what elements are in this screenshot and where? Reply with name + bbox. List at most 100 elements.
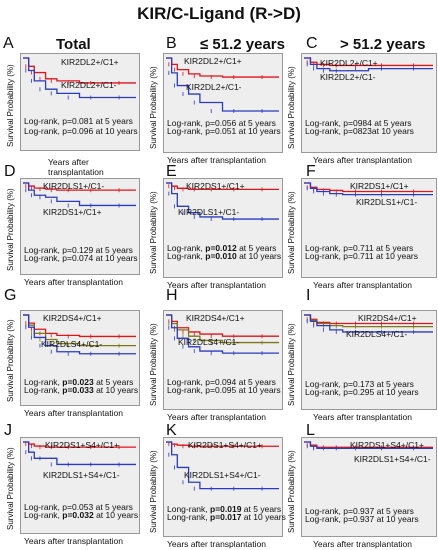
logrank-l-0: Log-rank, p=0.937 at 5 years bbox=[305, 506, 414, 516]
x-axis-label-e: Years after transplantation bbox=[167, 280, 266, 290]
x-axis-label-c: Years after transplantation bbox=[313, 155, 412, 165]
logrank-f-0: Log-rank, p=0.711 at 5 years bbox=[305, 243, 414, 253]
survival-curve-b-blue bbox=[166, 57, 279, 112]
logrank-d-0: Log-rank, p=0.129 at 5 years bbox=[24, 245, 133, 255]
y-axis-label-h: Survival Probability (%) bbox=[149, 323, 158, 406]
group-label-i-1: KIR2DLS4+/C1- bbox=[346, 329, 408, 339]
logrank-a-0: Log-rank, p=0.081 at 5 years bbox=[24, 116, 133, 126]
km-plot-j bbox=[23, 441, 136, 467]
logrank-d-1: Log-rank, p=0.074 at 10 years bbox=[24, 253, 138, 263]
group-label-g-0: KIR2DS4+/C1+ bbox=[43, 313, 102, 323]
column-header-young: ≤ 51.2 years bbox=[200, 36, 285, 53]
y-axis-label-k: Survival Probability (%) bbox=[149, 450, 158, 533]
p-value-j-1: p=0.032 bbox=[62, 510, 94, 520]
panel-letter-l: L bbox=[306, 422, 315, 439]
group-label-d-0: KIR2DLS1+/C1- bbox=[43, 181, 105, 191]
logrank-k-0: Long-rank, p=0.019 at 5 years bbox=[167, 504, 282, 514]
km-plot-g bbox=[23, 314, 136, 356]
group-label-l-1: KIR2DLS1+S4+/C1- bbox=[354, 454, 431, 464]
column-header-old: > 51.2 years bbox=[340, 36, 426, 53]
logrank-c-0: Log-rank, p=0984 at 5 years bbox=[305, 118, 412, 128]
p-value-e-1: p=0.010 bbox=[205, 251, 237, 261]
y-axis-label-j: Survival Probability (%) bbox=[6, 447, 15, 530]
y-axis-label-g: Survival Probability (%) bbox=[6, 319, 15, 402]
group-label-h-0: KIR2DS4+/C1+ bbox=[186, 313, 245, 323]
logrank-k-1: Long-rank, p=0.017 at 10 years bbox=[167, 512, 286, 522]
logrank-h-1: Log-rank, p=0.095 at 10 years bbox=[167, 385, 281, 395]
km-plot-b bbox=[166, 57, 279, 113]
logrank-i-1: Log-rank, p=0.295 at 10 years bbox=[305, 387, 419, 397]
chart-panel-h: KIR2DS4+/C1+ KIR2DLS4+/C1- Log-rank, p=0.0… bbox=[163, 310, 283, 410]
panel-letter-g: G bbox=[4, 287, 17, 304]
survival-curve-e-blue bbox=[166, 182, 279, 220]
y-axis-label-f: Survival Probability (%) bbox=[287, 191, 296, 274]
x-axis-label-f: Years after transplantation bbox=[313, 280, 412, 290]
km-plot-e bbox=[166, 182, 279, 222]
logrank-i-0: Log-rank, p=0.173 at 5 years bbox=[305, 379, 414, 389]
logrank-c-1: Log-rank, p=0823at 10 years bbox=[305, 126, 414, 136]
survival-curve-j-blue bbox=[23, 441, 136, 466]
y-axis-label-c: Survival Probability (%) bbox=[287, 66, 296, 149]
logrank-g-1: Log-rank, p=0.033 at 10 years bbox=[24, 385, 139, 395]
logrank-j-1: Log-rank, p=0.032 at 10 years bbox=[24, 510, 139, 520]
group-label-d-1: KIR2DS1+/C1+ bbox=[43, 207, 102, 217]
panel-letter-h: H bbox=[166, 287, 178, 304]
y-axis-label-e: Survival Probability (%) bbox=[149, 191, 158, 274]
panel-letter-e: E bbox=[166, 163, 177, 180]
km-plot-c bbox=[304, 57, 433, 73]
km-plot-k bbox=[166, 441, 279, 491]
km-plot-d bbox=[23, 182, 136, 208]
logrank-b-0: Log-rank, p=0.056 at 5 years bbox=[167, 118, 276, 128]
logrank-e-1: Log-rank, p=0.010 at 10 years bbox=[167, 251, 282, 261]
km-plot-i bbox=[304, 314, 433, 334]
chart-panel-a: KIR2DL2+/C1+ KIR2DL2+/C1- Log-rank, p=0.08… bbox=[20, 53, 140, 151]
logrank-a-1: Log-rank, p=0.096 at 10 years bbox=[24, 126, 138, 136]
x-axis-label-j: Years after transplantation bbox=[24, 536, 123, 546]
y-axis-label-i: Survival Probability (%) bbox=[287, 323, 296, 406]
p-value-g-0: p=0.023 bbox=[62, 377, 94, 387]
group-label-e-1: KIR2DLS1+/C1- bbox=[178, 207, 240, 217]
survival-curve-d-blue bbox=[23, 182, 136, 207]
chart-panel-c: KIR2DL2+/C1+ KIR2DL2+/C1- Log-rank, p=0984… bbox=[301, 53, 437, 153]
panel-letter-b: B bbox=[166, 35, 177, 52]
logrank-h-0: Log-rank, p=0.094 at 5 years bbox=[167, 377, 276, 387]
p-value-g-1: p=0.033 bbox=[62, 385, 94, 395]
panel-letter-j: J bbox=[4, 422, 12, 439]
chart-panel-l: KIR2DS1+S4+/C1+ KIR2DLS1+S4+/C1- Log-rank,… bbox=[301, 437, 437, 537]
p-value-k-0: p=0.019 bbox=[210, 504, 242, 514]
group-label-k-0: KIR2DS1+S4+/C1+ bbox=[188, 440, 262, 450]
x-axis-label-i: Years after transplantation bbox=[313, 412, 412, 422]
x-axis-label-d: Years after transplantation bbox=[24, 277, 123, 287]
survival-curve-c-blue bbox=[304, 57, 433, 72]
chart-panel-g: KIR2DS4+/C1+ KIR2DLS4+/C1- Log-rank, p=0.0… bbox=[20, 310, 140, 406]
group-label-l-0: KIR2DS1+S4+/C1+ bbox=[350, 440, 424, 450]
km-plot-f bbox=[304, 182, 433, 197]
panel-letter-d: D bbox=[4, 163, 16, 180]
logrank-g-0: Log-rank, p=0.023 at 5 years bbox=[24, 377, 134, 387]
survival-curve-h-blue bbox=[166, 314, 279, 354]
logrank-j-0: Log-rank, p=0.053 at 5 years bbox=[24, 502, 133, 512]
y-axis-label-a: Survival Probability (%) bbox=[6, 64, 15, 147]
group-label-i-0: KIR2DS4+/C1+ bbox=[358, 313, 417, 323]
km-plot-a bbox=[23, 57, 136, 100]
chart-panel-k: KIR2DS1+S4+/C1+ KIR2DLS1+S4+/C1- Long-rank… bbox=[163, 437, 286, 537]
x-axis-label-b: Years after transplantation bbox=[167, 155, 266, 165]
logrank-b-1: Log-rank, p=0.051 at 10 years bbox=[167, 126, 281, 136]
panel-letter-i: I bbox=[306, 287, 311, 304]
chart-panel-f: KIR2DS1+/C1+ KIR2DLS1+/C1- Log-rank, p=0.7… bbox=[301, 178, 437, 278]
x-axis-label-l: Years after transplantation bbox=[313, 539, 412, 549]
group-label-g-1: KIR2DLS4+/C1- bbox=[41, 339, 103, 349]
survival-curve-a-blue bbox=[23, 57, 136, 99]
x-axis-label-a-line-1: transplantation bbox=[48, 167, 104, 177]
group-label-k-1: KIR2DLS1+S4+/C1- bbox=[184, 470, 261, 480]
group-label-h-1: KIR2DLS4+/C1- bbox=[178, 337, 240, 347]
chart-panel-j: KIR2DS1+S4+/C1+ KIR2DLS1+S4+/C1- Log-rank,… bbox=[20, 437, 140, 534]
chart-panel-b: KIR2DL2+/C1+ KIR2DL2+/C1- Log-rank, p=0.05… bbox=[163, 53, 283, 153]
group-label-j-1: KIR2DLS1+S4+/C1- bbox=[43, 470, 120, 480]
y-axis-label-l: Survival Probability (%) bbox=[287, 450, 296, 533]
y-axis-label-d: Survival Probability (%) bbox=[6, 188, 15, 271]
panel-letter-f: F bbox=[306, 163, 316, 180]
survival-curve-f-blue bbox=[304, 182, 433, 196]
column-header-total: Total bbox=[56, 36, 91, 53]
chart-panel-i: KIR2DS4+/C1+ KIR2DLS4+/C1- Log-rank, p=0.1… bbox=[301, 310, 437, 410]
